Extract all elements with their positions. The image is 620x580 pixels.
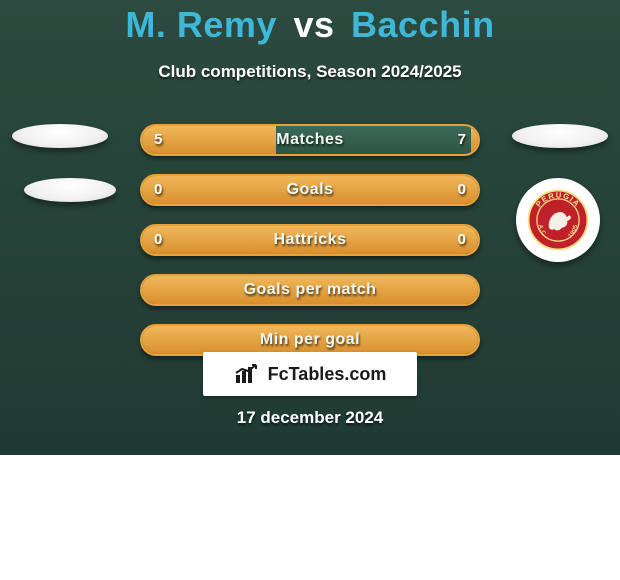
player2-club-badge: PERUGIA A.C. 1905 bbox=[516, 178, 600, 262]
player1-club-icon-2 bbox=[24, 178, 116, 202]
player1-name: M. Remy bbox=[125, 4, 277, 45]
stat-label: Matches bbox=[142, 126, 478, 154]
stat-label: Goals bbox=[142, 176, 478, 204]
comparison-panel: M. Remy vs Bacchin Club competitions, Se… bbox=[0, 0, 620, 455]
stat-row: Goals per match bbox=[140, 274, 480, 306]
bars-icon bbox=[234, 363, 262, 385]
brand-text: FcTables.com bbox=[268, 364, 387, 385]
perugia-badge-icon: PERUGIA A.C. 1905 bbox=[526, 188, 590, 252]
player2-name: Bacchin bbox=[351, 4, 495, 45]
stat-label: Goals per match bbox=[142, 276, 478, 304]
brand-box: FcTables.com bbox=[203, 352, 417, 396]
stat-row: 00Goals bbox=[140, 174, 480, 206]
vs-text: vs bbox=[293, 4, 334, 45]
stats-bars: 57Matches 00Goals 00Hattricks Goals per mat… bbox=[140, 124, 480, 374]
date-text: 17 december 2024 bbox=[0, 408, 620, 428]
stat-label: Min per goal bbox=[142, 326, 478, 354]
stat-row: 57Matches bbox=[140, 124, 480, 156]
subtitle: Club competitions, Season 2024/2025 bbox=[0, 62, 620, 82]
player1-club-icon bbox=[12, 124, 108, 148]
stat-label: Hattricks bbox=[142, 226, 478, 254]
stat-row: 00Hattricks bbox=[140, 224, 480, 256]
page-title: M. Remy vs Bacchin bbox=[0, 4, 620, 46]
player2-club-icon bbox=[512, 124, 608, 148]
